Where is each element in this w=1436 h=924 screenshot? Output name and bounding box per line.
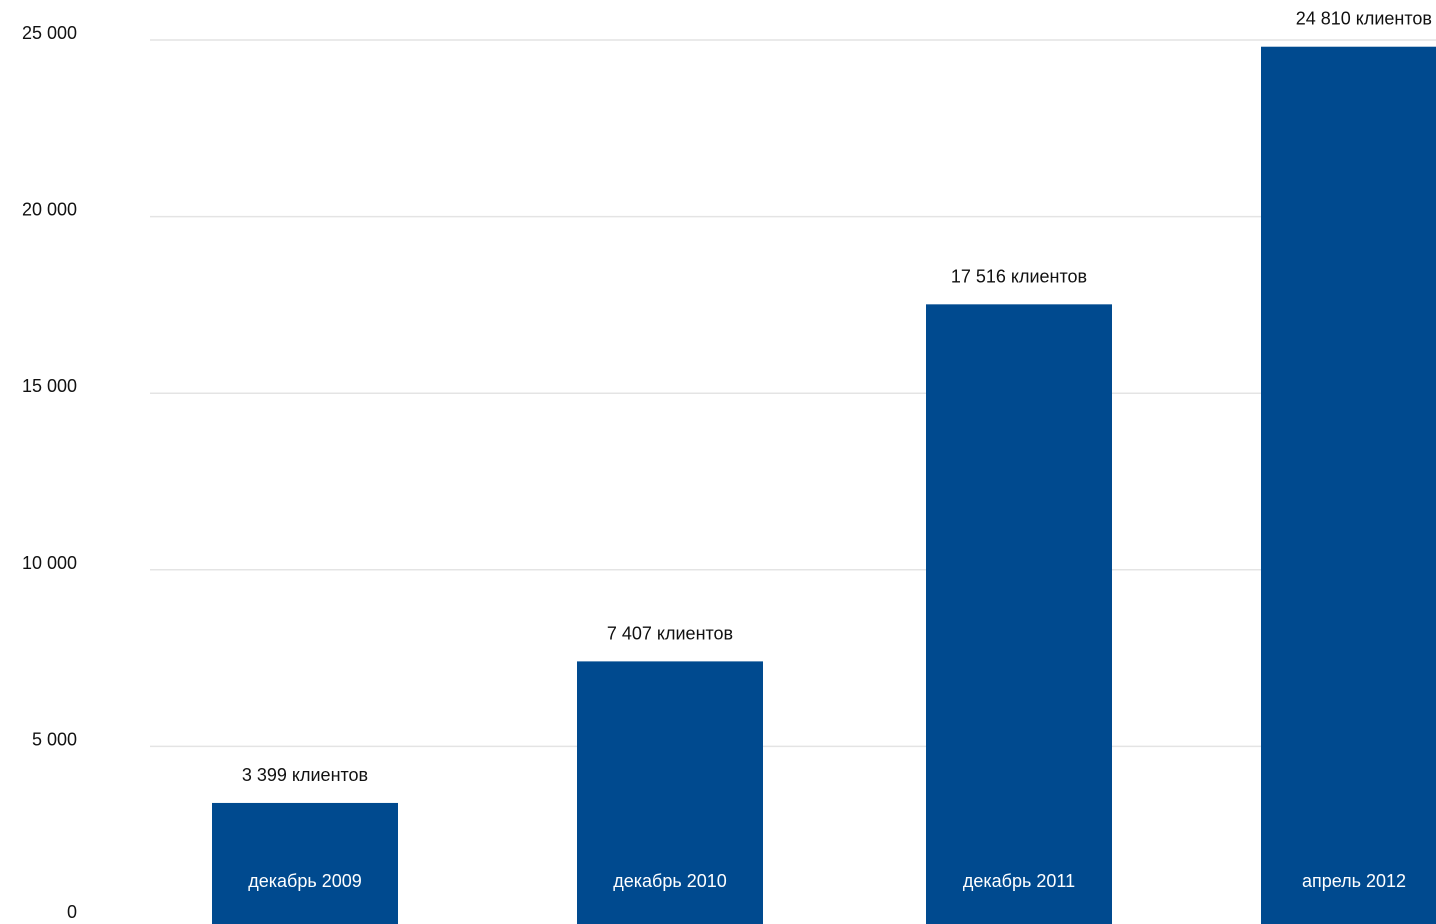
bars [212,46,1436,924]
data-labels: 3 399 клиентов 7 407 клиентов 17 516 клиен… [242,9,1432,785]
category-label: декабрь 2010 [613,871,727,891]
category-label: декабрь 2011 [963,871,1075,891]
category-labels: декабрь 2009 декабрь 2010 декабрь 2011 апре… [248,871,1406,891]
category-label: апрель 2012 [1302,871,1406,891]
bar [1261,46,1436,924]
bar [212,802,398,924]
y-tick-label: 10 000 [22,553,77,573]
y-axis-tick-labels: 0 5 000 10 000 15 000 20 000 25 000 [22,23,77,922]
data-label: 24 810 клиентов [1296,9,1432,29]
y-tick-label: 0 [67,902,77,922]
data-label: 3 399 клиентов [242,765,368,785]
gridlines [150,39,1436,748]
bar [926,304,1112,924]
category-label: декабрь 2009 [248,871,362,891]
data-label: 7 407 клиентов [607,623,733,643]
bar [577,661,763,924]
data-label: 17 516 клиентов [951,266,1087,286]
y-tick-label: 25 000 [22,23,77,43]
y-tick-label: 15 000 [22,376,77,396]
y-tick-label: 20 000 [22,200,77,220]
y-tick-label: 5 000 [32,729,77,749]
